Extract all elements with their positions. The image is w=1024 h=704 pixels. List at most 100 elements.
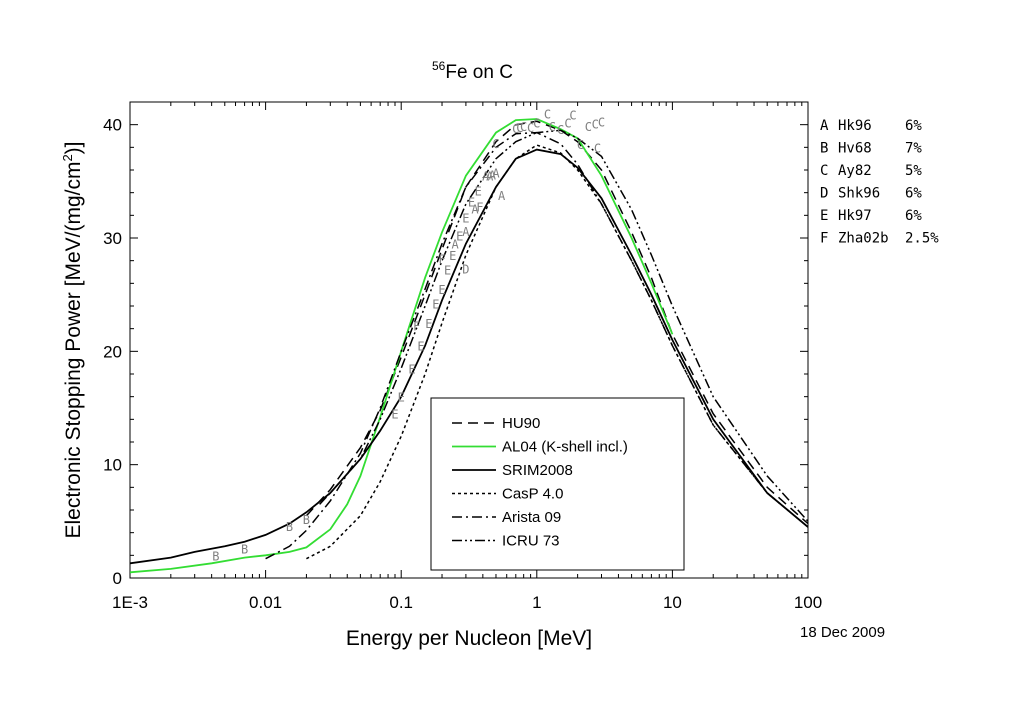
data-point-marker: C — [512, 122, 519, 136]
reference-name: Ay82 — [838, 163, 872, 179]
x-tick-label: 100 — [794, 593, 822, 612]
reference-key: F — [820, 231, 828, 247]
y-tick-labels: 0 10 20 30 40 — [103, 116, 122, 588]
reference-key: D — [820, 186, 828, 202]
data-point-marker: C — [585, 120, 592, 134]
series-line — [130, 118, 674, 574]
data-point-marker: A — [489, 169, 497, 183]
reference-error: 6% — [905, 186, 922, 202]
reference-error: 5% — [905, 163, 922, 179]
data-point-marker: D — [462, 263, 469, 277]
legend-label: Arista 09 — [502, 509, 561, 526]
data-point-marker: E — [456, 230, 463, 244]
data-point-marker: C — [544, 107, 551, 121]
legend: HU90 AL04 (K-shell incl.) SRIM2008 CasP 4.0… — [430, 397, 685, 571]
data-point-marker: A — [462, 225, 470, 239]
data-point-marker: C — [492, 137, 499, 151]
reference-name: Hk96 — [838, 118, 872, 134]
reference-key: E — [820, 208, 828, 224]
data-point-marker: C — [520, 120, 527, 134]
legend-box — [430, 397, 685, 571]
x-tick-label: 1E-3 — [112, 593, 148, 612]
series-line — [130, 148, 808, 565]
plot-frame — [129, 101, 809, 579]
data-point-marker: C — [527, 121, 534, 135]
reference-key: C — [820, 163, 828, 179]
data-point-marker: C — [564, 116, 571, 130]
y-axis-title-main: Electronic Stopping Power [MeV/(mg/cm — [62, 162, 85, 539]
data-point-marker: A — [452, 238, 460, 252]
data-point-marker: C — [598, 115, 605, 129]
data-point-marker: E — [449, 249, 456, 263]
series-lines — [130, 118, 808, 574]
y-tick-label: 20 — [103, 342, 122, 361]
data-point-marker: B — [241, 543, 248, 557]
data-point-marker: C — [592, 118, 599, 132]
chart-title: 56Fe on C — [432, 59, 513, 83]
data-point-marker: E — [391, 408, 398, 422]
y-axis-title-tail: )] — [62, 141, 85, 154]
data-point-marker: C — [594, 141, 601, 155]
x-tick-label: 0.01 — [249, 593, 282, 612]
x-tick-label: 0.1 — [389, 593, 413, 612]
chart-title-main: Fe on C — [445, 62, 513, 83]
series-line — [319, 129, 808, 522]
legend-label: SRIM2008 — [502, 462, 573, 479]
data-point-marker: C — [557, 123, 564, 137]
data-point-marker: E — [425, 317, 432, 331]
data-point-marker: C — [569, 108, 576, 122]
data-point-marker: B — [303, 513, 310, 527]
x-axis-title: Energy per Nucleon [MeV] — [346, 627, 592, 650]
y-tick-label: 10 — [103, 456, 122, 475]
y-axis-title: Electronic Stopping Power [MeV/(mg/cm2)] — [60, 141, 85, 538]
data-point-marker: E — [408, 362, 415, 376]
data-point-marker: E — [398, 391, 405, 405]
legend-label: AL04 (K-shell incl.) — [502, 439, 628, 456]
reference-name: Hv68 — [838, 141, 872, 157]
reference-list: A Hk96 6% B Hv68 7% C Ay82 5% D Shk96 6% E Hk97 6% F Zha… — [820, 118, 939, 247]
data-point-marker: E — [462, 212, 469, 226]
reference-error: 6% — [905, 118, 922, 134]
data-point-marker: E — [438, 283, 445, 297]
y-tick-label: 0 — [113, 569, 122, 588]
reference-error: 7% — [905, 141, 922, 157]
data-point-marker: E — [417, 340, 424, 354]
reference-key: B — [820, 141, 828, 157]
reference-name: Shk96 — [838, 186, 880, 202]
legend-label: CasP 4.0 — [502, 486, 563, 503]
y-tick-label: 40 — [103, 116, 122, 135]
reference-name: Zha02b — [838, 231, 889, 247]
data-point-marker: C — [516, 121, 523, 135]
data-point-marker: F — [413, 319, 420, 333]
x-tick-labels: 1E-3 0.01 0.1 1 10 100 — [112, 593, 822, 612]
data-point-marker: E — [475, 184, 482, 198]
legend-label: ICRU 73 — [502, 533, 560, 550]
data-point-marker: F — [476, 200, 483, 214]
x-tick-label: 10 — [663, 593, 682, 612]
axis-ticks — [129, 101, 809, 579]
data-point-marker: E — [468, 196, 475, 210]
data-point-marker: E — [444, 264, 451, 278]
data-point-marker: A — [482, 170, 490, 184]
data-point-marker: C — [577, 138, 584, 152]
data-point-marker: F — [438, 252, 445, 266]
data-point-marker: B — [212, 549, 219, 563]
x-tick-label: 1 — [532, 593, 541, 612]
legend-label: HU90 — [502, 415, 540, 432]
data-point-marker: E — [432, 298, 439, 312]
data-point-marker: C — [533, 116, 540, 130]
reference-error: 6% — [905, 208, 922, 224]
y-axis-title-superscript: 2 — [60, 154, 75, 161]
data-point-marker: A — [486, 170, 494, 184]
reference-error: 2.5% — [905, 231, 939, 247]
data-point-marker: A — [471, 203, 479, 217]
data-point-marker: A — [498, 189, 506, 203]
y-tick-label: 30 — [103, 229, 122, 248]
chart-title-superscript: 56 — [432, 59, 446, 73]
reference-name: Hk97 — [838, 208, 872, 224]
data-point-marker: B — [286, 520, 293, 534]
data-point-marker: A — [492, 166, 500, 180]
data-point-marker: C — [549, 120, 556, 134]
